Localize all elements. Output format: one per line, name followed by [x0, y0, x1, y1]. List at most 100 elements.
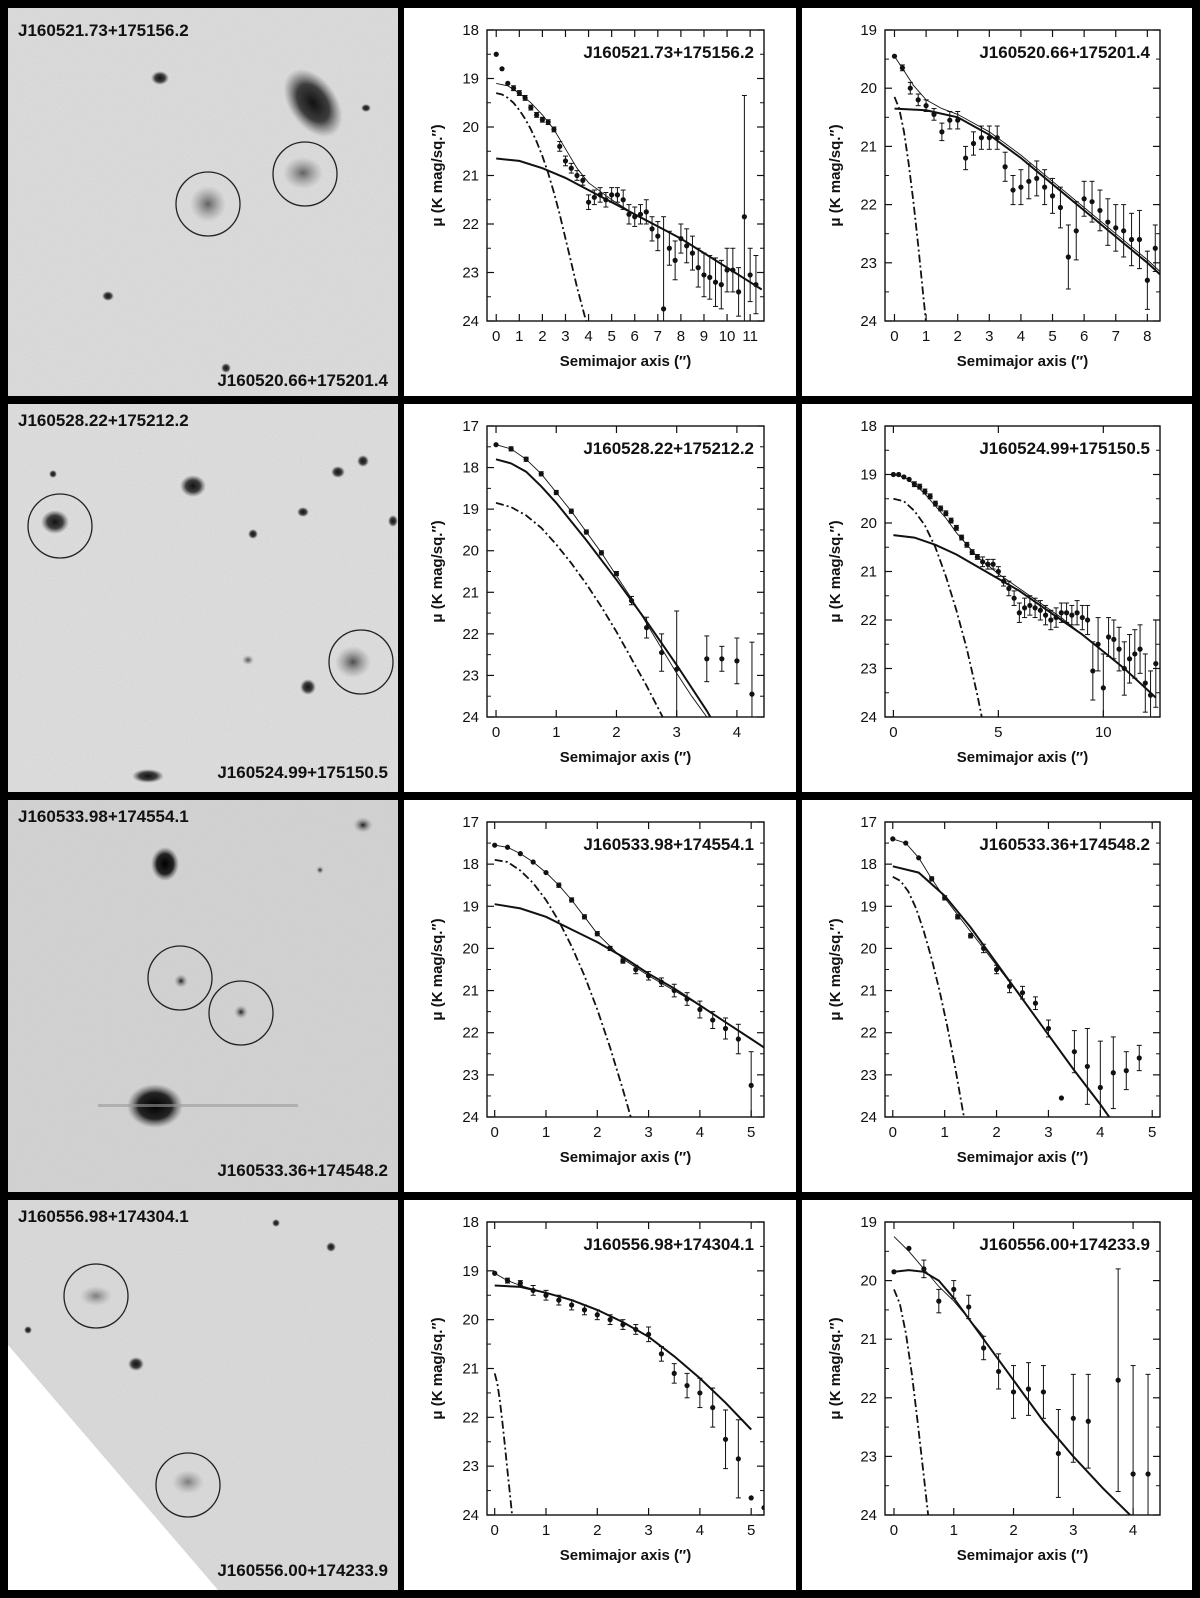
data-point [1010, 187, 1016, 193]
target-circle [27, 493, 93, 559]
data-point [718, 282, 724, 288]
data-point [583, 529, 589, 535]
data-point [993, 966, 1000, 973]
galaxy-blob [361, 104, 371, 112]
data-point [959, 534, 965, 541]
target-circle [63, 1263, 129, 1329]
data-point [1055, 1450, 1061, 1457]
data-point [947, 117, 953, 123]
data-point [990, 561, 996, 567]
x-tick-label: 6 [1080, 328, 1088, 345]
y-tick-label: 20 [860, 940, 877, 957]
y-tick-label: 24 [860, 1109, 877, 1126]
galaxy-blob [128, 1357, 144, 1371]
galaxy-blob [331, 466, 345, 478]
target-circle [147, 945, 213, 1011]
data-point [1069, 612, 1075, 618]
data-point [530, 859, 536, 865]
data-point [707, 274, 713, 280]
x-tick-label: 0 [491, 1124, 499, 1141]
data-point [597, 192, 603, 198]
y-tick-label: 17 [462, 418, 479, 435]
data-point [658, 979, 665, 985]
data-point [522, 95, 528, 101]
data-point [585, 199, 592, 205]
data-point [545, 119, 551, 125]
image-label-top: J160533.98+174554.1 [18, 807, 189, 826]
data-point [1063, 610, 1070, 616]
y-tick-label: 23 [860, 1448, 877, 1465]
data-point [1123, 1068, 1129, 1074]
data-point [891, 1269, 897, 1275]
x-tick-label: 0 [889, 1124, 897, 1141]
profile-plot-row0-right: 19 20 21 22 23 24 0 1 2 3 4 5 6 7 8 Semimajor axis (″) μ… [802, 8, 1192, 396]
data-point [701, 272, 707, 278]
plot-frame [884, 29, 1161, 322]
sky-image-row0: J160521.73+175156.2 J160520.66+175201.4 [8, 8, 398, 396]
data-point [943, 510, 949, 516]
data-point [985, 561, 991, 567]
data-point [724, 267, 730, 273]
data-point [1073, 228, 1079, 234]
data-point [1016, 610, 1022, 616]
x-tick-label: 4 [733, 724, 741, 741]
y-tick-label: 21 [860, 1331, 877, 1348]
y-tick-label: 21 [462, 983, 479, 1000]
data-point [1037, 607, 1043, 613]
data-point [508, 446, 514, 452]
galaxy-blob [174, 974, 188, 988]
y-tick-label: 22 [462, 626, 479, 643]
x-tick-label: 4 [1129, 1522, 1137, 1539]
data-point [735, 1456, 741, 1462]
galaxy-blob [283, 68, 343, 138]
data-point [620, 1321, 626, 1328]
x-tick-label: 8 [1143, 328, 1151, 345]
plot-frame [486, 425, 765, 718]
sky-image-panel-row3: J160556.98+174304.1 J160556.00+174233.9 [8, 1200, 398, 1590]
data-point [712, 279, 719, 285]
data-point [970, 140, 977, 147]
data-point [932, 501, 938, 507]
model-curve-bulge [893, 1289, 930, 1515]
y-tick-label: 23 [860, 1067, 877, 1084]
data-point [1153, 661, 1159, 667]
data-point [922, 488, 928, 495]
data-point [1089, 199, 1095, 205]
x-axis-label: Semimajor axis (″) [957, 749, 1088, 766]
y-tick-label: 21 [462, 584, 479, 601]
data-point [951, 1286, 957, 1292]
data-point [671, 1370, 677, 1376]
x-tick-label: 5 [747, 1124, 755, 1141]
y-axis-label: μ (K mag/sq.″) [429, 124, 446, 226]
data-point [1070, 1415, 1076, 1421]
x-tick-label: 4 [696, 1124, 704, 1141]
data-point [995, 1368, 1002, 1375]
data-point [695, 265, 701, 271]
x-tick-label: 10 [719, 328, 736, 345]
data-point [995, 568, 1001, 575]
sky-image-panel-row0: J160521.73+175156.2 J160520.66+175201.4 [8, 8, 398, 396]
x-tick-label: 9 [700, 328, 708, 345]
target-circle [272, 141, 338, 207]
data-point [921, 1266, 927, 1272]
x-tick-label: 5 [607, 328, 615, 345]
y-tick-label: 23 [462, 1067, 479, 1084]
data-point [1084, 1063, 1090, 1070]
data-point [1010, 1389, 1017, 1395]
x-tick-label: 3 [673, 724, 681, 741]
data-point [1105, 634, 1112, 640]
galaxy-blob [272, 1219, 280, 1227]
image-label-bottom: J160556.00+174233.9 [217, 1561, 388, 1580]
model-curve-disk [892, 865, 1111, 1117]
data-point [643, 209, 649, 215]
y-tick-label: 23 [860, 255, 877, 272]
y-tick-label: 20 [860, 80, 877, 97]
x-tick-label: 8 [677, 328, 685, 345]
data-point [666, 245, 672, 251]
chart-title: J160556.00+174233.9 [979, 1235, 1150, 1254]
data-point [899, 65, 905, 71]
data-point [1097, 1084, 1103, 1091]
data-point [753, 282, 759, 288]
